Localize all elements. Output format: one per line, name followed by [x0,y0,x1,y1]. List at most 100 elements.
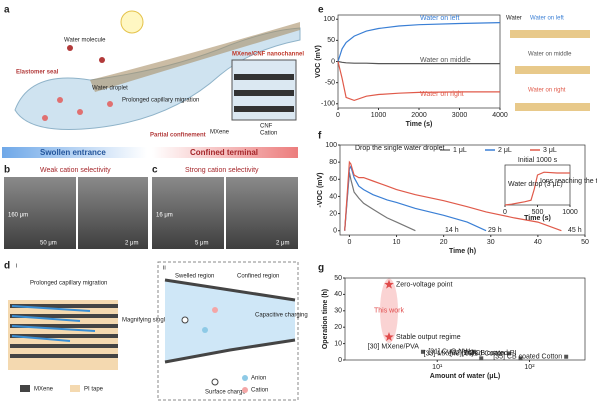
plot-frame [344,277,586,361]
inset-title: MXene/CNF nanochannel [232,52,304,58]
label: Swollen entrance [40,148,106,157]
highlight [380,278,399,344]
series-line [344,172,416,232]
x-tick-label: 2000 [411,112,427,119]
scale-bar: 50 μm [40,241,57,247]
x-axis-label: Time (h) [449,248,476,255]
y-tick-label: 50 [327,37,335,44]
label: Water droplet [92,86,128,92]
channel [165,280,295,362]
y-tick-label: 30 [334,308,342,315]
series-label: This work [374,308,404,315]
legend-label: Cation [251,388,268,394]
y-tick-label: 10 [334,340,342,347]
scale-bar: 16 μm [156,213,173,219]
y-axis-label: Operation time (h) [322,289,329,349]
label: Water on middle [528,52,572,58]
scale-bar: 2 μm [276,241,289,247]
point [479,356,484,361]
x-tick-label: 0 [503,209,507,216]
plot-frame [337,14,501,109]
box [157,261,299,401]
point-label: Zero-voltage point [396,281,452,288]
panel-b: b Weak cation selectivity 160 μm 50 μm 2… [4,165,148,249]
panel-d: d i Prolonged capillary migration Magnif… [4,261,308,401]
series-label: Water on middle [420,57,471,64]
label: Weak cation selectivity [40,167,111,174]
point [518,356,523,361]
series-line [344,164,487,232]
y-tick-label: -50 [325,79,335,86]
label: Swelled region [175,274,214,280]
panel-label: f [318,131,322,142]
series-line [504,171,570,206]
label: Capacitive charging [255,313,308,319]
bar [2,147,147,158]
x-axis-label: Time (s) [406,121,433,128]
point [507,351,512,356]
x-axis-label: Amount of water (μL) [430,373,500,380]
annotation: Water drop (3 μL) [508,181,563,188]
x-tick-label: 0 [347,239,351,246]
plot-frame [504,164,571,206]
label: Water molecule [64,38,106,44]
sem-image [4,177,76,249]
label: Magnifying single channel [122,318,191,324]
series-label: Water on right [420,91,464,98]
panel-label: c [152,165,158,176]
panel-a: a Water molecule Water droplet Elastomer… [2,5,304,158]
y-tick-label: 40 [334,291,342,298]
label: Confined terminal [190,148,258,157]
series-line [337,22,501,62]
legend-label: 2 μL [498,147,512,154]
y-tick-label: 100 [323,16,335,23]
x-tick-label: 10 [393,239,401,246]
x-tick-label: 50 [581,239,589,246]
panel-label: d [4,261,10,272]
y-tick-label: 100 [325,142,337,149]
y-tick-label: 0 [338,357,342,364]
panel-label: b [4,165,10,176]
ribbon [90,22,300,92]
annotation: Drop the single water droplet [355,145,445,152]
x-tick-label: 4000 [492,112,508,119]
label: Elastomer seal [16,70,59,76]
label: Strong cation selectivity [185,167,259,174]
y-tick-label: 0 [333,228,337,235]
point [564,354,569,359]
x-tick-label: 3000 [452,112,468,119]
y-tick-label: 60 [329,176,337,183]
x-tick-label: 1000 [562,209,578,216]
bar [152,147,298,158]
panel-label: a [4,5,10,16]
sem-image [152,177,224,249]
legend-label: MXene [210,130,230,136]
point [471,349,476,354]
series-label: Water on left [420,15,459,22]
y-tick-label: 20 [334,324,342,331]
label: Partial confinement [150,133,206,139]
legend-label: MXene [34,387,54,393]
x-tick-label: 30 [487,239,495,246]
series-line [344,160,562,232]
y-tick-label: 40 [329,193,337,200]
bulb [120,10,144,34]
legend-label: CNF [260,124,273,130]
y-axis-label: VOC (mV) [315,45,322,78]
label: Water [506,16,522,22]
sub-label: i [16,264,17,270]
legend-label: Surface charge [205,390,246,396]
series-line [337,60,500,65]
point-label: Stable output regime [396,334,461,341]
legend-label: 1 μL [453,147,467,154]
point [384,279,394,289]
point [384,332,394,342]
y-tick-label: 0 [331,58,335,65]
sem-image [226,177,298,249]
point-label: [31] CuO NW [428,349,470,356]
legend-label: 3 μL [543,147,557,154]
y-tick-label: 20 [329,210,337,217]
sem-image [78,177,148,249]
panel-label: g [318,263,324,274]
